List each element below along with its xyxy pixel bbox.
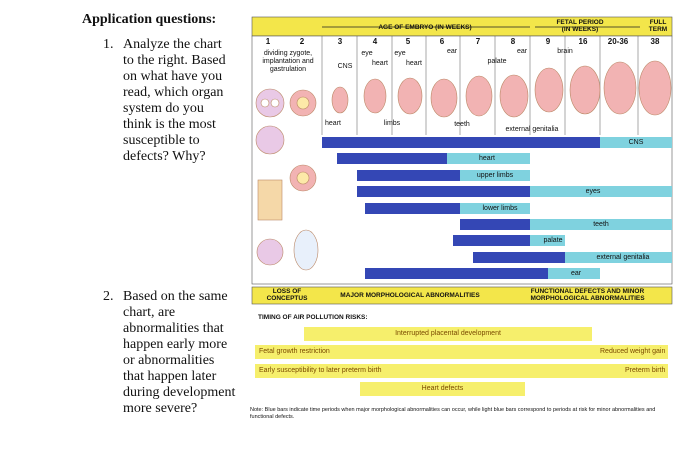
period-label: FUNCTIONAL DEFECTS AND MINOR MORPHOLOGIC… bbox=[530, 288, 645, 302]
organ-label: limbs bbox=[383, 120, 401, 127]
week-number: 4 bbox=[372, 37, 378, 46]
major-risk-bar bbox=[473, 252, 565, 263]
minor-risk-bar bbox=[460, 203, 530, 214]
major-risk-bar bbox=[460, 219, 530, 230]
organ-label: heart bbox=[325, 120, 341, 127]
bar-label: external genitalia bbox=[596, 254, 650, 261]
bar-label: heart bbox=[479, 155, 495, 162]
minor-risk-bar bbox=[530, 219, 672, 230]
major-risk-bar bbox=[365, 203, 460, 214]
minor-risk-bar bbox=[460, 170, 530, 181]
bar-label: lower limbs bbox=[482, 205, 518, 212]
organ-label: CNS bbox=[337, 63, 353, 70]
minor-risk-bar bbox=[565, 252, 672, 263]
risk-label: Fetal growth restriction bbox=[259, 348, 330, 355]
minor-risk-bar bbox=[530, 186, 672, 197]
period-label: LOSS OF CONCEPTUS bbox=[266, 288, 308, 302]
week-number: 8 bbox=[510, 37, 516, 46]
risk-bar bbox=[255, 364, 668, 378]
minor-risk-bar bbox=[447, 153, 530, 164]
risk-outcome: Reduced weight gain bbox=[600, 348, 666, 355]
week-number: 2 bbox=[299, 37, 305, 46]
column-lines bbox=[321, 36, 639, 135]
bar-label: upper limbs bbox=[476, 172, 514, 179]
major-risk-bar bbox=[337, 153, 447, 164]
risk-label: Interrupted placental development bbox=[395, 330, 501, 337]
week-number: 5 bbox=[405, 37, 411, 46]
week-number: 20-36 bbox=[607, 37, 629, 46]
organ-label: eye bbox=[394, 50, 406, 57]
organ-label: teeth bbox=[454, 121, 470, 128]
bar-label: eyes bbox=[585, 188, 601, 195]
bars bbox=[322, 137, 672, 279]
organ-label: eye bbox=[361, 50, 373, 57]
organ-label: ear bbox=[446, 48, 458, 55]
minor-risk-bar bbox=[548, 268, 600, 279]
note: Note: Blue bars indicate time periods wh… bbox=[250, 407, 656, 420]
question-number: 1. bbox=[103, 37, 114, 52]
question-number: 2. bbox=[103, 289, 114, 304]
major-risk-bar bbox=[357, 170, 460, 181]
week-number: 1 bbox=[265, 37, 271, 46]
major-risk-bar bbox=[357, 186, 530, 197]
risk-bar bbox=[360, 382, 525, 396]
organ-label: external genitalia bbox=[505, 126, 559, 133]
bar-label: CNS bbox=[628, 139, 644, 146]
organ-label: heart bbox=[406, 60, 422, 67]
risk-bar bbox=[255, 345, 668, 359]
bar-label: ear bbox=[570, 270, 582, 277]
risk-outcome: Preterm birth bbox=[625, 367, 666, 374]
question-text: Based on the same chart, are abnormaliti… bbox=[123, 289, 236, 416]
week-number: 3 bbox=[337, 37, 343, 46]
minor-risk-bar bbox=[600, 137, 672, 148]
organ-label: heart bbox=[372, 60, 388, 67]
questions-heading: Application questions: bbox=[82, 12, 217, 27]
week-number: 16 bbox=[578, 37, 588, 46]
period-label: MAJOR MORPHOLOGICAL ABNORMALITIES bbox=[340, 292, 480, 299]
risk-bar bbox=[304, 327, 592, 341]
header-label: FULL TERM bbox=[648, 19, 668, 33]
header-label: FETAL PERIOD (IN WEEKS) bbox=[556, 19, 604, 33]
risk-label: Heart defects bbox=[421, 385, 464, 392]
bar-label: palate bbox=[543, 237, 563, 244]
organ-label: brain bbox=[557, 48, 573, 55]
organ-label: palate bbox=[487, 58, 507, 65]
question-text: Analyze the chart to the right. Based on… bbox=[123, 37, 226, 164]
minor-risk-bar bbox=[530, 235, 565, 246]
header-label: AGE OF EMBRYO (IN WEEKS) bbox=[378, 24, 472, 31]
risk-bars bbox=[255, 327, 668, 396]
bar-label: teeth bbox=[593, 221, 609, 228]
week-number: 6 bbox=[439, 37, 445, 46]
stage-label: dividing zygote, implantation and gastru… bbox=[262, 50, 314, 73]
major-risk-bar bbox=[322, 137, 600, 148]
major-risk-bar bbox=[365, 268, 548, 279]
week-number: 38 bbox=[650, 37, 660, 46]
pollution-title: TIMING OF AIR POLLUTION RISKS: bbox=[258, 314, 368, 321]
period-band bbox=[251, 286, 673, 305]
risk-label: Early susceptibility to later preterm bi… bbox=[259, 367, 382, 374]
embryo-images bbox=[255, 60, 672, 271]
week-number: 9 bbox=[545, 37, 551, 46]
organ-label: ear bbox=[516, 48, 528, 55]
week-number: 7 bbox=[475, 37, 481, 46]
major-risk-bar bbox=[453, 235, 530, 246]
